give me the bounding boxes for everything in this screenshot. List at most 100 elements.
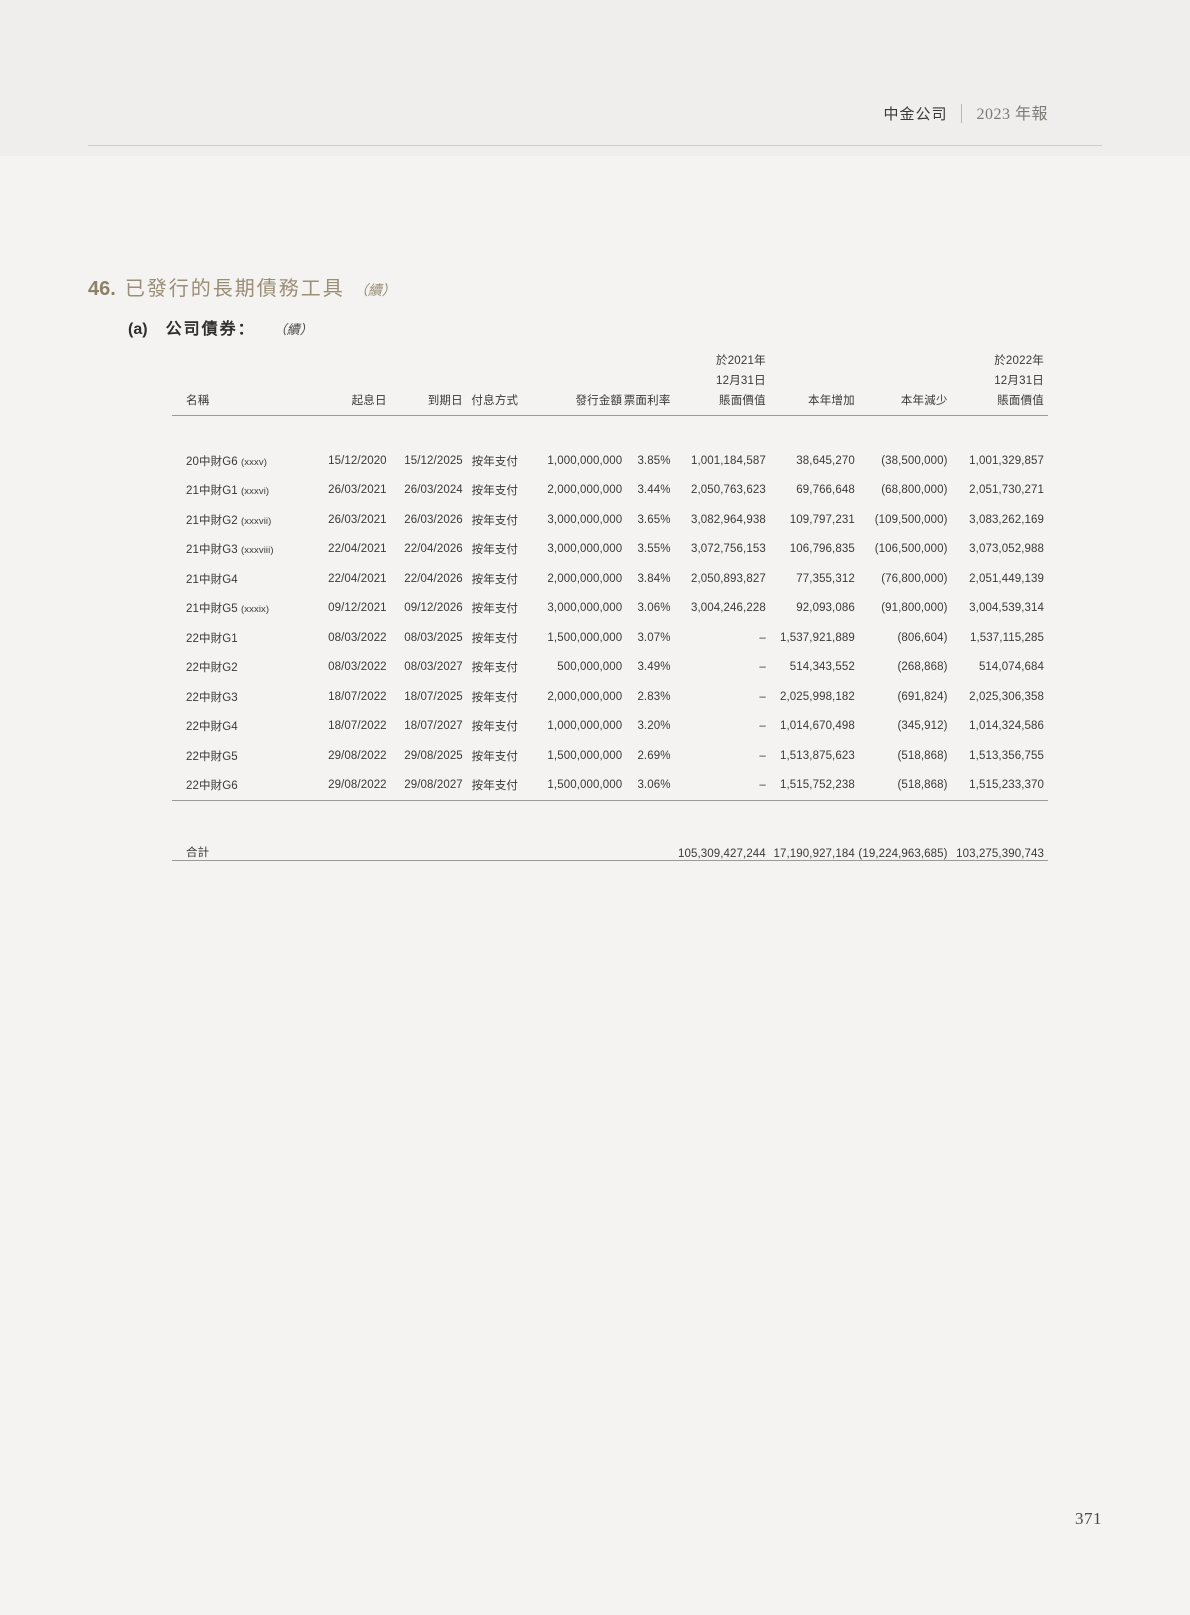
cell-issue-amount: 1,500,000,000 bbox=[547, 631, 623, 644]
cell-name-roman: (xxxv) bbox=[241, 456, 267, 468]
cell-maturity-date: 22/04/2026 bbox=[404, 572, 463, 585]
cell-name: 20中財G6 (xxxv) bbox=[186, 455, 267, 468]
cell-issue-amount: 500,000,000 bbox=[557, 661, 623, 674]
column-header-coupon-rate: 票面利率 bbox=[622, 352, 671, 416]
cell-value-2021: – bbox=[759, 749, 766, 762]
cell-total-label: 合計 bbox=[186, 846, 210, 859]
cell-start-date: 22/04/2021 bbox=[328, 572, 387, 585]
page-number: 371 bbox=[1075, 1509, 1102, 1528]
note-heading: 46. 已發行的長期債務工具 （續） bbox=[88, 272, 396, 301]
cell-start-date: 08/03/2022 bbox=[328, 661, 387, 674]
table-row: 21中財G4 22/04/2021 22/04/2026 按年支付 2,000,000,… bbox=[172, 564, 1048, 594]
cell-start-date: 18/07/2022 bbox=[328, 720, 387, 733]
cell-coupon-rate: 2.69% bbox=[637, 749, 671, 762]
cell-value-2022: 3,004,539,314 bbox=[969, 602, 1044, 615]
cell-payment-method: 按年支付 bbox=[471, 485, 519, 498]
cell-name-roman: (xxxix) bbox=[241, 604, 270, 616]
cell-value-2021: – bbox=[759, 661, 766, 674]
cell-issue-amount: 1,000,000,000 bbox=[547, 454, 623, 467]
column-header-value-2021-line2: 12月31日 bbox=[716, 374, 766, 387]
cell-maturity-date: 22/04/2026 bbox=[404, 543, 463, 556]
column-header-name: 名稱 bbox=[172, 352, 307, 416]
cell-total-decrease: (19,224,963,685) bbox=[858, 847, 948, 860]
cell-payment-method: 按年支付 bbox=[471, 721, 519, 734]
column-header-payment-method: 付息方式 bbox=[463, 352, 527, 416]
cell-decrease: (76,800,000) bbox=[881, 572, 948, 585]
running-head-year: 2023 年報 bbox=[976, 106, 1048, 123]
cell-name: 22中財G5 bbox=[186, 750, 238, 763]
cell-name: 22中財G3 bbox=[186, 691, 238, 704]
cell-name: 21中財G1 (xxxvi) bbox=[186, 485, 270, 498]
table-row: 22中財G6 29/08/2022 29/08/2027 按年支付 1,500,000,… bbox=[172, 770, 1048, 801]
table-total-row: 合計 105,309,427,244 17,190,927,184 (19,224,9… bbox=[172, 830, 1048, 861]
cell-name-roman: (xxxvi) bbox=[241, 486, 270, 498]
cell-coupon-rate: 3.06% bbox=[637, 602, 671, 615]
cell-increase: 77,355,312 bbox=[796, 572, 855, 585]
corporate-bonds-table-wrapper: 名稱 起息日 到期日 付息方 bbox=[172, 352, 1048, 861]
column-header-issue-amount-label: 發行金額 bbox=[575, 394, 623, 407]
column-header-start-date: 起息日 bbox=[307, 352, 387, 416]
cell-total-maturity-date bbox=[387, 830, 463, 860]
cell-payment-method: 按年支付 bbox=[471, 691, 519, 704]
cell-maturity-date: 08/03/2025 bbox=[404, 631, 463, 644]
cell-increase: 109,797,231 bbox=[789, 513, 855, 526]
cell-payment-method: 按年支付 bbox=[471, 750, 519, 763]
subsection-heading: (a) 公司債券： （續） bbox=[128, 315, 313, 339]
cell-value-2021: 3,004,246,228 bbox=[690, 602, 766, 615]
cell-value-2022: 3,083,262,169 bbox=[969, 513, 1044, 526]
cell-payment-method: 按年支付 bbox=[471, 632, 519, 645]
table-row: 21中財G3 (xxxviii) 22/04/2021 22/04/2026 按年支付… bbox=[172, 534, 1048, 564]
column-header-increase: 本年增加 bbox=[766, 352, 855, 416]
cell-total-start-date bbox=[307, 830, 386, 860]
corporate-bonds-table: 名稱 起息日 到期日 付息方 bbox=[172, 352, 1048, 861]
cell-decrease: (806,604) bbox=[897, 631, 948, 644]
running-head: 中金公司 2023 年報 bbox=[883, 104, 1048, 123]
cell-issue-amount: 1,500,000,000 bbox=[547, 779, 623, 792]
cell-increase: 1,537,921,889 bbox=[780, 631, 855, 644]
cell-coupon-rate: 3.06% bbox=[637, 779, 671, 792]
cell-coupon-rate: 3.07% bbox=[637, 631, 671, 644]
cell-value-2022: 2,051,730,271 bbox=[969, 484, 1044, 497]
cell-coupon-rate: 2.83% bbox=[637, 690, 671, 703]
running-head-divider bbox=[961, 104, 963, 123]
table-row: 20中財G6 (xxxv) 15/12/2020 15/12/2025 按年支付 1,0… bbox=[172, 446, 1048, 476]
subsection-title: 公司債券： bbox=[165, 321, 256, 338]
cell-issue-amount: 3,000,000,000 bbox=[547, 602, 623, 615]
cell-name-roman: (xxxvii) bbox=[241, 515, 272, 527]
cell-increase: 92,093,086 bbox=[796, 602, 855, 615]
cell-value-2022: 1,537,115,285 bbox=[970, 631, 1044, 644]
note-continued-marker: （續） bbox=[353, 282, 396, 298]
cell-increase: 1,513,875,623 bbox=[780, 749, 855, 762]
cell-maturity-date: 18/07/2027 bbox=[404, 720, 463, 733]
cell-coupon-rate: 3.84% bbox=[637, 572, 671, 585]
table-spacer-row bbox=[172, 416, 1048, 446]
cell-value-2022: 1,014,324,586 bbox=[969, 720, 1044, 733]
cell-start-date: 22/04/2021 bbox=[328, 543, 387, 556]
cell-value-2021: 3,082,964,938 bbox=[690, 513, 766, 526]
cell-decrease: (268,868) bbox=[897, 661, 948, 674]
cell-start-date: 09/12/2021 bbox=[328, 602, 387, 615]
table-spacer-row bbox=[172, 800, 1048, 830]
cell-name: 21中財G3 (xxxviii) bbox=[186, 544, 274, 557]
cell-maturity-date: 08/03/2027 bbox=[404, 661, 463, 674]
table-row: 21中財G5 (xxxix) 09/12/2021 09/12/2026 按年支付 3,… bbox=[172, 593, 1048, 623]
table-header-row: 名稱 起息日 到期日 付息方 bbox=[172, 352, 1048, 416]
column-header-value-2021: 於2021年 12月31日 賬面價值 bbox=[671, 352, 766, 416]
cell-payment-method: 按年支付 bbox=[471, 780, 519, 793]
cell-decrease: (109,500,000) bbox=[874, 513, 948, 526]
cell-decrease: (38,500,000) bbox=[881, 454, 948, 467]
cell-payment-method: 按年支付 bbox=[471, 603, 519, 616]
subsection-label: (a) bbox=[128, 321, 148, 338]
cell-decrease: (518,868) bbox=[897, 779, 948, 792]
cell-payment-method: 按年支付 bbox=[471, 662, 519, 675]
cell-start-date: 15/12/2020 bbox=[328, 454, 387, 467]
cell-increase: 514,343,552 bbox=[789, 661, 855, 674]
cell-total-value-2022: 103,275,390,743 bbox=[956, 847, 1044, 860]
note-title: 已發行的長期債務工具 bbox=[124, 278, 345, 300]
column-header-value-2022-line1: 於2022年 bbox=[994, 355, 1044, 367]
cell-increase: 2,025,998,182 bbox=[780, 690, 855, 703]
cell-name: 21中財G5 (xxxix) bbox=[186, 603, 270, 616]
cell-coupon-rate: 3.85% bbox=[637, 454, 671, 467]
cell-value-2022: 3,073,052,988 bbox=[969, 543, 1044, 556]
